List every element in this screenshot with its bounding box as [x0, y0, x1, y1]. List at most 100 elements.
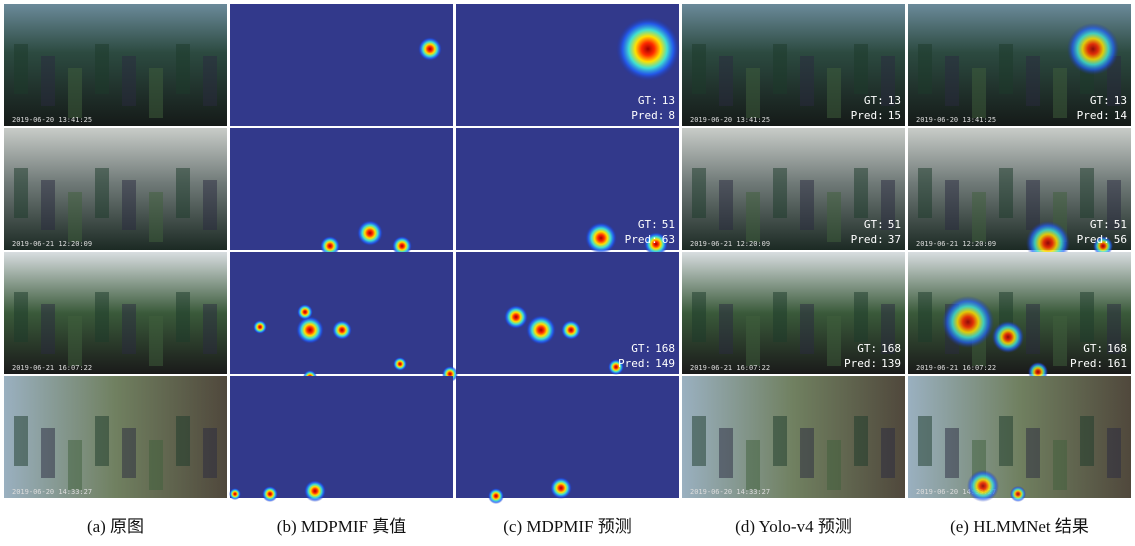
photo-detail — [203, 304, 217, 354]
gt-label: GT: — [864, 218, 884, 231]
photo-detail — [918, 168, 932, 218]
photo — [682, 376, 905, 498]
photo-detail — [41, 428, 55, 478]
photo-detail — [854, 44, 868, 94]
photo-detail — [827, 440, 841, 490]
gt-count: GT:51 — [638, 218, 675, 231]
timestamp: 2019-06-21 12:20:09 — [916, 240, 996, 248]
photo-detail — [1080, 168, 1094, 218]
heat-blob — [262, 486, 278, 502]
photo-detail — [122, 56, 136, 106]
photo-detail — [14, 292, 28, 342]
pred-value: 161 — [1107, 357, 1127, 370]
heat-blob — [418, 37, 442, 61]
photo-detail — [122, 180, 136, 230]
heatmap — [230, 376, 453, 498]
timestamp: 2019-06-20 14:33:27 — [690, 488, 770, 496]
photo-detail — [945, 428, 959, 478]
photo-detail — [1053, 440, 1067, 490]
gt-value: 13 — [1114, 94, 1127, 107]
photo-detail — [14, 168, 28, 218]
photo-detail — [945, 180, 959, 230]
photo-detail — [122, 428, 136, 478]
gt-count: GT:13 — [638, 94, 675, 107]
gt-value: 13 — [888, 94, 901, 107]
timestamp: 2019-06-21 16:07:22 — [916, 364, 996, 372]
photo-detail — [149, 440, 163, 490]
tile — [230, 128, 453, 256]
tile — [230, 252, 458, 384]
heat-blob — [616, 17, 680, 81]
photo-detail — [1080, 292, 1094, 342]
gt-value: 168 — [881, 342, 901, 355]
heat-blob — [296, 316, 324, 344]
photo-detail — [773, 168, 787, 218]
photo-detail — [1026, 304, 1040, 354]
photo-detail — [800, 180, 814, 230]
photo-detail — [800, 428, 814, 478]
heatmap — [230, 4, 453, 126]
heat-blob — [992, 321, 1024, 353]
photo-detail — [1026, 428, 1040, 478]
tile: 2019-06-20 13:41:25GT:13Pred:14 — [908, 4, 1131, 126]
pred-value: 37 — [888, 233, 901, 246]
photo-detail — [692, 416, 706, 466]
tile: 2019-06-21 12:20:09 — [4, 128, 227, 250]
photo-detail — [149, 68, 163, 118]
photo-detail — [1026, 180, 1040, 230]
photo-detail — [692, 292, 706, 342]
heat-blob — [967, 470, 999, 502]
photo-detail — [999, 168, 1013, 218]
photo-detail — [68, 316, 82, 366]
photo-detail — [95, 44, 109, 94]
heatmap — [230, 252, 453, 374]
photo-detail — [1026, 56, 1040, 106]
timestamp: 2019-06-21 16:07:22 — [12, 364, 92, 372]
heatmap — [456, 128, 679, 250]
tile: 2019-06-20 14:33:27 — [4, 376, 227, 498]
pred-count: Pred: 63 — [625, 233, 675, 246]
tile: GT:168Pred:149 — [456, 252, 679, 375]
pred-value: 63 — [662, 233, 675, 246]
gt-label: GT: — [631, 342, 651, 355]
tile: 2019-06-21 16:07:22 — [4, 252, 227, 374]
photo-detail — [692, 168, 706, 218]
pred-count: Pred:8 — [631, 109, 675, 122]
timestamp: 2019-06-21 16:07:22 — [690, 364, 770, 372]
figure: 2019-06-20 13:41:25GT:13Pred:82019-06-20… — [0, 0, 1135, 546]
photo — [682, 128, 905, 250]
caption: (b) MDPMIF 真值 — [277, 517, 406, 536]
photo-detail — [972, 68, 986, 118]
pred-value: 149 — [655, 357, 675, 370]
photo-detail — [719, 428, 733, 478]
gt-value: 168 — [1107, 342, 1127, 355]
photo-detail — [692, 44, 706, 94]
photo-detail — [68, 192, 82, 242]
photo — [4, 4, 227, 126]
gt-label: GT: — [638, 94, 658, 107]
heat-blob — [304, 480, 326, 502]
timestamp: 2019-06-20 14:33:27 — [12, 488, 92, 496]
timestamp: 2019-06-20 13:41:25 — [690, 116, 770, 124]
pred-label: Pred: — [1070, 357, 1103, 370]
gt-value: 51 — [888, 218, 901, 231]
photo — [908, 252, 1131, 374]
heat-blob — [229, 488, 241, 500]
pred-value: 56 — [1114, 233, 1127, 246]
photo-detail — [800, 56, 814, 106]
pred-label: Pred: — [625, 233, 658, 246]
gt-label: GT: — [1090, 94, 1110, 107]
pred-value: 14 — [1114, 109, 1128, 122]
photo-detail — [746, 440, 760, 490]
heat-blob — [942, 296, 994, 348]
photo-detail — [1107, 428, 1121, 478]
heat-blob — [550, 477, 572, 499]
photo — [4, 252, 227, 374]
caption: (a) 原图 — [87, 517, 144, 536]
tile — [456, 376, 679, 504]
tile: 2019-06-20 14:33:27 — [908, 376, 1131, 502]
